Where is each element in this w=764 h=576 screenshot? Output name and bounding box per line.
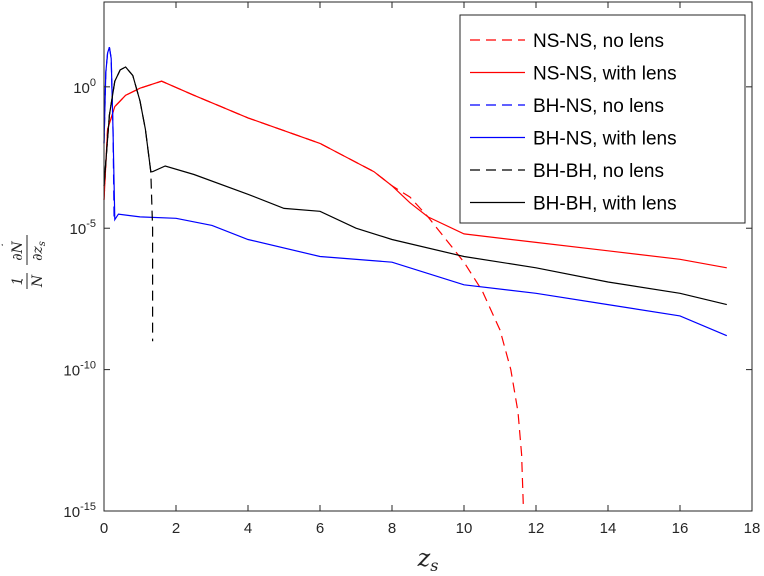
svg-text:N: N <box>30 274 46 288</box>
x-tick-label: 10 <box>456 520 473 537</box>
x-tick-label: 0 <box>100 520 108 537</box>
svg-text:˙: ˙ <box>0 243 14 249</box>
y-tick-label: 10-15 <box>63 501 96 521</box>
x-axis-label: zs <box>417 544 439 575</box>
x-tick-label: 18 <box>744 520 761 537</box>
legend-label: BH-NS, no lens <box>533 96 664 117</box>
svg-text:∂N: ∂N <box>10 241 26 261</box>
x-tick-label: 6 <box>316 520 324 537</box>
y-axis-label: 1 N ˙ ∂N ˙ ∂zs <box>0 235 48 289</box>
svg-text:∂zs: ∂zs <box>30 241 48 261</box>
legend-box <box>459 14 746 224</box>
x-ticks: 0 2 4 6 8 10 12 14 16 18 <box>100 2 761 537</box>
axes-box <box>103 1 753 512</box>
legend: NS-NS, no lens NS-NS, with lens BH-NS, no … <box>459 14 746 224</box>
series-bh-ns-with-lens <box>103 47 728 337</box>
legend-label: BH-NS, with lens <box>533 129 677 150</box>
x-tick-label: 8 <box>388 520 396 537</box>
series-layer <box>103 47 728 509</box>
legend-label: NS-NS, with lens <box>533 64 677 85</box>
legend-label: NS-NS, no lens <box>533 31 664 52</box>
x-tick-label: 14 <box>600 520 617 537</box>
y-tick-label: 10-10 <box>63 360 96 380</box>
legend-label: BH-BH, with lens <box>533 194 677 215</box>
x-tick-label: 16 <box>672 520 689 537</box>
x-tick-label: 2 <box>172 520 180 537</box>
y-tick-label: 100 <box>73 77 96 97</box>
x-tick-label: 4 <box>244 520 252 537</box>
y-ticks: 10-15 10-10 10-5 100 <box>63 77 752 521</box>
x-tick-label: 12 <box>528 520 545 537</box>
y-tick-label: 10-5 <box>70 218 96 238</box>
svg-text:1: 1 <box>10 277 26 286</box>
series-bh-bh-with-lens <box>103 66 727 306</box>
svg-text:˙: ˙ <box>20 278 34 284</box>
legend-label: BH-BH, no lens <box>533 161 664 182</box>
series-ns-ns-with-lens <box>103 80 727 269</box>
